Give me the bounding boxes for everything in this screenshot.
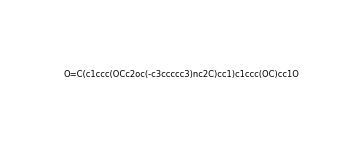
Text: O=C(c1ccc(OCc2oc(-c3ccccc3)nc2C)cc1)c1ccc(OC)cc1O: O=C(c1ccc(OCc2oc(-c3ccccc3)nc2C)cc1)c1cc… <box>63 70 299 78</box>
